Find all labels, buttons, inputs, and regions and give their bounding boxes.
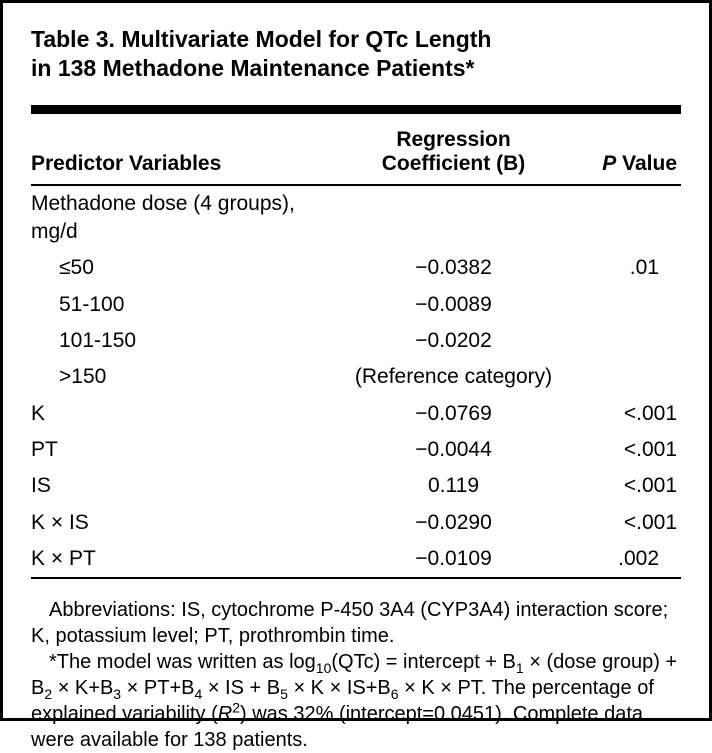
cell-pvalue — [564, 186, 681, 251]
cell-pvalue: .002 — [564, 541, 681, 577]
cell-coef: −0.0382 — [343, 250, 564, 286]
title-line-2: in 138 Methadone Maintenance Patients* — [31, 55, 475, 81]
header-pvalue: P Value — [564, 114, 681, 184]
cell-coef: (Reference category) — [343, 359, 564, 395]
cell-coef — [343, 186, 564, 251]
cell-coef: −0.0290 — [343, 505, 564, 541]
table-row: >150(Reference category) — [31, 359, 681, 395]
cell-predictor: 101-150 — [31, 323, 343, 359]
footer-abbrev: Abbreviations: IS, cytochrome P-450 3A4 … — [31, 597, 681, 649]
header-p-rest: Value — [616, 152, 677, 175]
table-row: PT−0.0044<.001 — [31, 432, 681, 468]
table-row: K × IS−0.0290<.001 — [31, 505, 681, 541]
table-row: ≤50−0.0382.01 — [31, 250, 681, 286]
cell-predictor: K × PT — [31, 541, 343, 577]
regression-table: Predictor Variables Regression Coefficie… — [31, 114, 681, 578]
table-row: 51-100−0.0089 — [31, 287, 681, 323]
cell-predictor: K × IS — [31, 505, 343, 541]
cell-predictor: PT — [31, 432, 343, 468]
cell-predictor: >150 — [31, 359, 343, 395]
header-coef: Regression Coefficient (B) — [343, 114, 564, 184]
cell-predictor: ≤50 — [31, 250, 343, 286]
table-container: Table 3. Multivariate Model for QTc Leng… — [0, 0, 712, 721]
table-row: Methadone dose (4 groups), mg/d — [31, 186, 681, 251]
cell-pvalue: <.001 — [564, 505, 681, 541]
rule-thin-bottom — [31, 577, 681, 579]
cell-pvalue: <.001 — [564, 432, 681, 468]
table-row: K−0.0769<.001 — [31, 396, 681, 432]
cell-pvalue: <.001 — [564, 468, 681, 504]
rule-thick-top — [31, 105, 681, 114]
table-row: 101-150−0.0202 — [31, 323, 681, 359]
cell-predictor: K — [31, 396, 343, 432]
cell-coef: 0.119 — [343, 468, 564, 504]
table-header-row: Predictor Variables Regression Coefficie… — [31, 114, 681, 184]
cell-pvalue — [564, 359, 681, 395]
header-coef-line1: Regression — [396, 128, 510, 151]
header-coef-line2: Coefficient (B) — [382, 152, 526, 175]
cell-coef: −0.0089 — [343, 287, 564, 323]
title-line-1: Table 3. Multivariate Model for QTc Leng… — [31, 26, 491, 52]
cell-predictor: 51-100 — [31, 287, 343, 323]
table-row: IS0.119<.001 — [31, 468, 681, 504]
cell-coef: −0.0109 — [343, 541, 564, 577]
table-footer: Abbreviations: IS, cytochrome P-450 3A4 … — [31, 597, 681, 753]
cell-pvalue — [564, 287, 681, 323]
table-body: Methadone dose (4 groups), mg/d≤50−0.038… — [31, 186, 681, 578]
cell-coef: −0.0202 — [343, 323, 564, 359]
cell-pvalue: .01 — [564, 250, 681, 286]
cell-predictor: Methadone dose (4 groups), mg/d — [31, 186, 343, 251]
cell-coef: −0.0769 — [343, 396, 564, 432]
header-predictor: Predictor Variables — [31, 114, 343, 184]
cell-predictor: IS — [31, 468, 343, 504]
header-p-italic: P — [602, 152, 616, 175]
cell-coef: −0.0044 — [343, 432, 564, 468]
cell-pvalue: <.001 — [564, 396, 681, 432]
footer-model: *The model was written as log10(QTc) = i… — [31, 649, 681, 753]
table-title: Table 3. Multivariate Model for QTc Leng… — [31, 25, 681, 83]
cell-pvalue — [564, 323, 681, 359]
table-row: K × PT−0.0109.002 — [31, 541, 681, 577]
